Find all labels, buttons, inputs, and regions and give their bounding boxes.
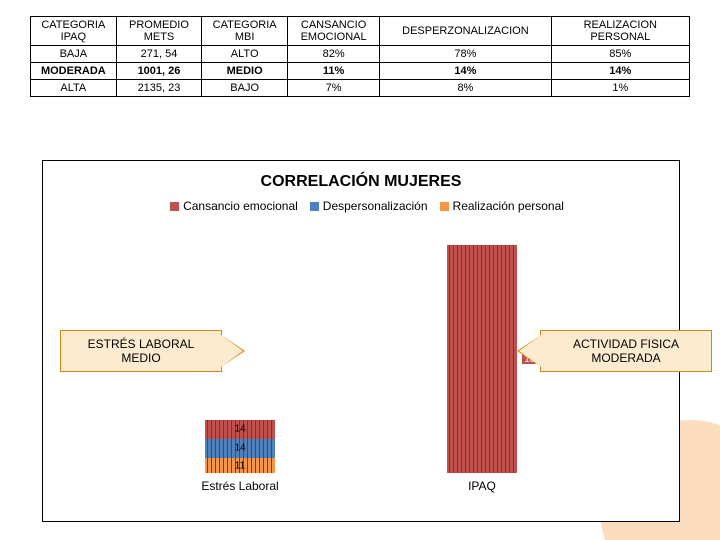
bar-value-label: 14 [205, 424, 275, 435]
bar-value-label: 14 [205, 443, 275, 454]
legend-label: Realización personal [453, 199, 564, 213]
callout-estres-laboral: ESTRÉS LABORAL MEDIO [60, 330, 222, 372]
bar-segment: 1001,26 [447, 245, 517, 473]
table-cell: BAJA [31, 46, 117, 63]
table-header: CANSANCIOEMOCIONAL [287, 17, 379, 46]
chart-title: CORRELACIÓN MUJERES [43, 173, 679, 191]
table-row: ALTA2135, 23BAJO7%8%1% [31, 80, 690, 97]
chart-bar: 1001,26 [447, 245, 517, 473]
chart-bar: 11 14 14 [205, 420, 275, 473]
callout-right-line1: ACTIVIDAD FISICA [573, 337, 679, 351]
callout-actividad-fisica: ACTIVIDAD FISICA MODERADA [540, 330, 712, 372]
table-cell: 271, 54 [116, 46, 202, 63]
legend-label: Cansancio emocional [183, 199, 298, 213]
table-cell: 11% [287, 63, 379, 80]
callout-left-line2: MEDIO [121, 351, 160, 365]
data-table: CATEGORIAIPAQPROMEDIOMETSCATEGORIAMBICAN… [30, 16, 690, 97]
x-axis-label: Estrés Laboral [170, 479, 310, 493]
table-cell: BAJO [202, 80, 288, 97]
table-cell: 1% [551, 80, 689, 97]
table-row: MODERADA1001, 26MEDIO11%14%14% [31, 63, 690, 80]
table-cell: 78% [380, 46, 551, 63]
table-header: REALIZACIONPERSONAL [551, 17, 689, 46]
table-cell: 14% [551, 63, 689, 80]
table-cell: 14% [380, 63, 551, 80]
chart-x-axis: Estrés Laboral IPAQ [43, 473, 679, 505]
legend-swatch [310, 202, 319, 211]
bar-segment: 11 [205, 458, 275, 473]
table-header: PROMEDIOMETS [116, 17, 202, 46]
callout-left-arrow [221, 335, 243, 367]
table-header: DESPERZONALIZACION [380, 17, 551, 46]
table-cell: ALTA [31, 80, 117, 97]
table-cell: 8% [380, 80, 551, 97]
table-cell: MODERADA [31, 63, 117, 80]
table-header: CATEGORIAIPAQ [31, 17, 117, 46]
table-cell: 1001, 26 [116, 63, 202, 80]
table-cell: ALTO [202, 46, 288, 63]
bar-segment: 14 [205, 439, 275, 458]
table-header: CATEGORIAMBI [202, 17, 288, 46]
callout-right-arrow [519, 335, 541, 367]
callout-left-line1: ESTRÉS LABORAL [88, 337, 195, 351]
bar-segment: 14 [205, 420, 275, 439]
legend-label: Despersonalización [323, 199, 428, 213]
legend-swatch [440, 202, 449, 211]
table-cell: MEDIO [202, 63, 288, 80]
table-cell: 7% [287, 80, 379, 97]
table-cell: 85% [551, 46, 689, 63]
chart-legend: Cansancio emocional Despersonalización Rea… [43, 199, 679, 213]
table-row: BAJA271, 54ALTO82%78%85% [31, 46, 690, 63]
table-cell: 82% [287, 46, 379, 63]
bar-value-label: 11 [205, 460, 275, 471]
x-axis-label: IPAQ [412, 479, 552, 493]
legend-swatch [170, 202, 179, 211]
table-cell: 2135, 23 [116, 80, 202, 97]
callout-right-line2: MODERADA [591, 351, 660, 365]
